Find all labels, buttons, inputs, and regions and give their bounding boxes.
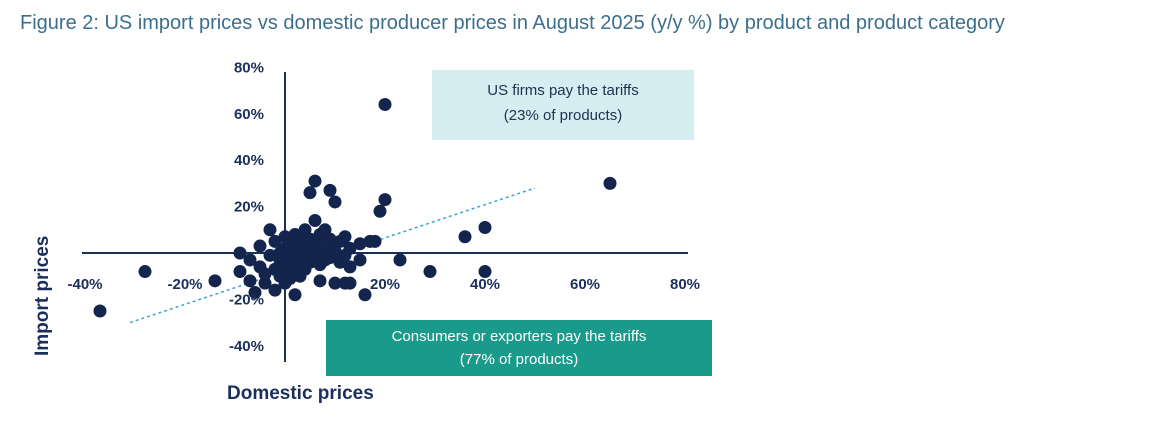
annotation-top-background (432, 70, 694, 140)
data-point (323, 232, 337, 246)
data-point (233, 246, 247, 260)
annotation-bottom-background (326, 320, 712, 376)
data-point (343, 276, 357, 290)
data-point (308, 214, 322, 228)
y-tick-label: 60% (234, 106, 264, 123)
data-point (373, 204, 387, 218)
y-tick-label: 20% (234, 199, 264, 216)
data-point (258, 276, 272, 290)
data-point (208, 274, 222, 288)
x-tick-label: 80% (670, 276, 700, 293)
data-point (358, 288, 372, 302)
x-tick-label: -20% (167, 276, 202, 293)
annotation-bottom-line1: Consumers or exporters pay the tariffs (392, 328, 647, 345)
data-point (378, 193, 392, 207)
data-point (458, 230, 472, 244)
figure-title: Figure 2: US import prices vs domestic p… (20, 12, 1005, 34)
data-point (328, 276, 342, 290)
y-tick-label: -40% (229, 338, 264, 355)
data-point (338, 230, 352, 244)
axes (82, 72, 688, 362)
data-point (343, 260, 357, 274)
data-point (313, 274, 327, 288)
data-point (243, 253, 257, 267)
data-point (248, 285, 262, 299)
y-axis-label: Import prices (32, 236, 53, 356)
annotation-bottom-box: Consumers or exporters pay the tariffs (… (326, 320, 712, 376)
annotation-top-line2: (23% of products) (504, 107, 622, 124)
x-tick-label: 60% (570, 276, 600, 293)
data-point (253, 239, 267, 253)
x-tick-label: 40% (470, 276, 500, 293)
x-axis-label: Domestic prices (227, 383, 374, 404)
x-tick-labels: -40% -20% 20% 40% 60% 80% (67, 276, 700, 293)
data-point (303, 186, 317, 200)
trend-line (129, 187, 536, 324)
data-point (328, 195, 342, 209)
data-point (378, 98, 392, 112)
data-point (263, 223, 277, 237)
data-point (603, 176, 617, 190)
data-point (323, 183, 337, 197)
data-point (268, 234, 282, 248)
data-point (353, 253, 367, 267)
y-tick-label: 80% (234, 59, 264, 76)
data-point (343, 241, 357, 255)
data-point (233, 265, 247, 279)
data-point (93, 304, 107, 318)
data-point (258, 267, 272, 281)
data-point (308, 174, 322, 188)
x-tick-label: -40% (67, 276, 102, 293)
annotation-top-line1: US firms pay the tariffs (487, 82, 638, 99)
y-tick-label: -20% (229, 291, 264, 308)
data-point (423, 265, 437, 279)
data-point (263, 248, 277, 262)
data-point (478, 265, 492, 279)
data-points (93, 98, 617, 318)
y-tick-label: 40% (234, 152, 264, 169)
data-point (268, 283, 282, 297)
data-point (288, 288, 302, 302)
y-tick-labels: 80% 60% 40% 20% -20% -40% (229, 59, 264, 354)
data-point (138, 265, 152, 279)
annotation-bottom-line2: (77% of products) (460, 351, 578, 368)
data-point (478, 220, 492, 234)
data-point (243, 274, 257, 288)
data-point (393, 253, 407, 267)
x-tick-label: 20% (370, 276, 400, 293)
data-point (353, 237, 367, 251)
data-point (368, 234, 382, 248)
annotation-top-box: US firms pay the tariffs (23% of product… (432, 70, 694, 140)
